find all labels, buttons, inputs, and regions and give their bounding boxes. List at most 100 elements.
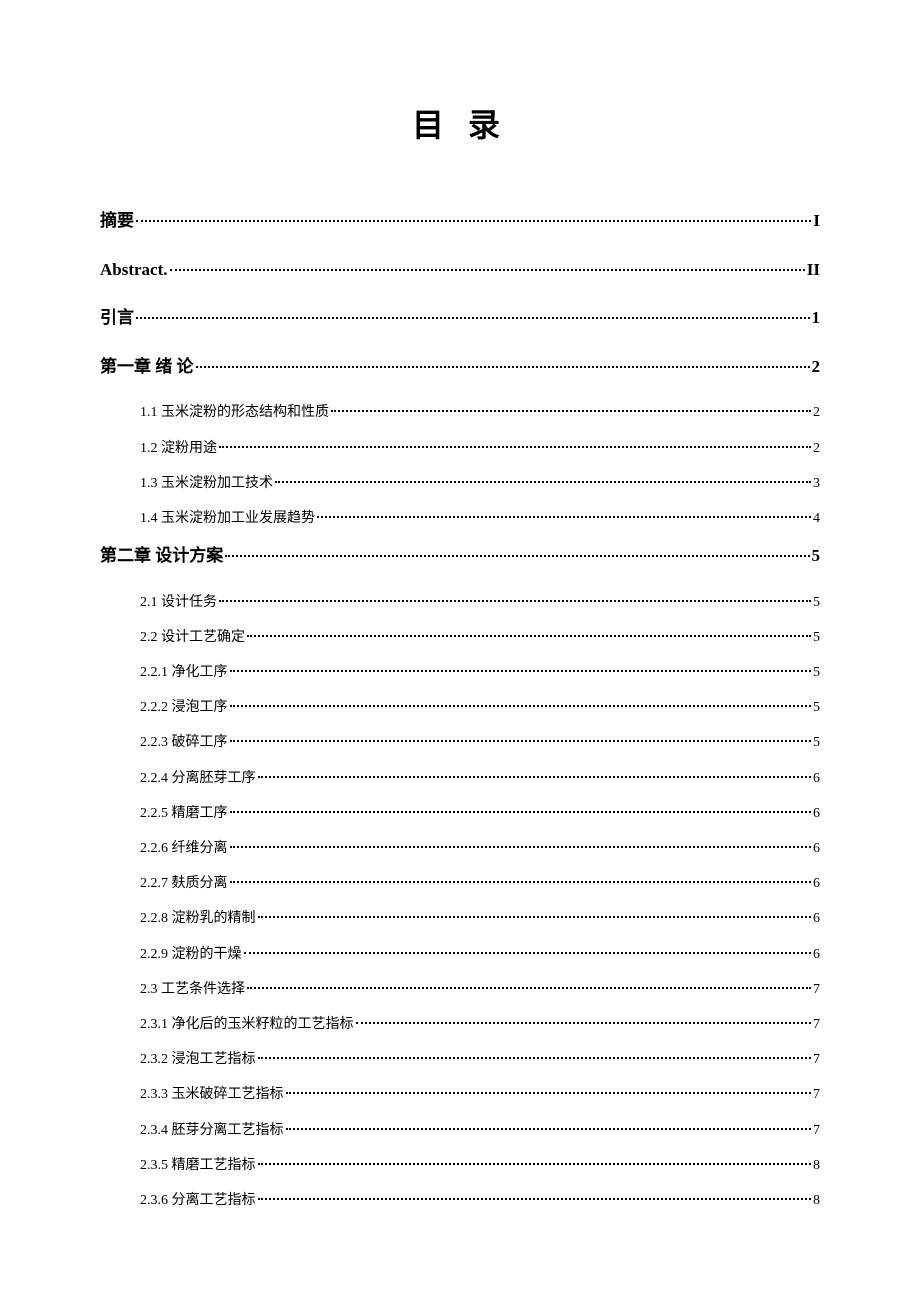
toc-entry-page: 2 [813, 436, 820, 461]
toc-entry-page: 5 [813, 660, 820, 685]
toc-title: 目 录 [100, 100, 820, 146]
toc-entry: 2.2.5 精磨工序6 [100, 801, 820, 826]
toc-entry-label: 2.3.6 分离工艺指标 [140, 1188, 256, 1213]
toc-entry-label: 2.2.2 浸泡工序 [140, 695, 228, 720]
toc-entry-label: Abstract. [100, 255, 168, 286]
toc-entry-page: 4 [813, 506, 820, 531]
toc-entry: 第一章 绪 论 2 [100, 352, 820, 383]
toc-entry-leader [219, 446, 811, 448]
toc-entry-page: 8 [813, 1153, 820, 1178]
toc-entry-page: 6 [813, 906, 820, 931]
toc-entry-page: 5 [813, 695, 820, 720]
toc-entry-leader [196, 366, 810, 368]
toc-entry-label: 2.2.6 纤维分离 [140, 836, 228, 861]
toc-entry-page: 5 [813, 590, 820, 615]
toc-entry-page: II [807, 255, 820, 286]
toc-entry-label: 2.2.8 淀粉乳的精制 [140, 906, 256, 931]
toc-entry-page: 8 [813, 1188, 820, 1213]
toc-entry: 2.3.4 胚芽分离工艺指标 7 [100, 1118, 820, 1143]
toc-entry-leader [317, 516, 811, 518]
toc-entry-page: 1 [812, 303, 821, 334]
toc-entry-leader [230, 705, 812, 707]
toc-entry-leader [275, 481, 811, 483]
toc-entry-leader [219, 600, 811, 602]
toc-entry-label: 2.2.1 净化工序 [140, 660, 228, 685]
toc-entry: 2.2.9 淀粉的干燥 6 [100, 942, 820, 967]
toc-entry-page: 7 [813, 1118, 820, 1143]
toc-entry-page: 6 [813, 836, 820, 861]
toc-entry: 2.2 设计工艺确定5 [100, 625, 820, 650]
toc-entry-page: 6 [813, 766, 820, 791]
toc-entry-leader [286, 1128, 812, 1130]
toc-entry-leader [230, 881, 812, 883]
toc-entry: 2.3 工艺条件选择 7 [100, 977, 820, 1002]
toc-entry-page: 2 [812, 352, 821, 383]
toc-entry-leader [230, 740, 812, 742]
toc-entry-page: 5 [813, 625, 820, 650]
toc-entry: 1.4 玉米淀粉加工业发展趋势 4 [100, 506, 820, 531]
toc-entry-label: 2.3.3 玉米破碎工艺指标 [140, 1082, 284, 1107]
toc-entry-label: 摘要 [100, 206, 134, 237]
toc-entry-leader [170, 269, 805, 271]
toc-entry-leader [286, 1092, 812, 1094]
toc-entry-label: 2.2.4 分离胚芽工序 [140, 766, 256, 791]
toc-entry-label: 1.3 玉米淀粉加工技术 [140, 471, 273, 496]
toc-entry-leader [136, 317, 810, 319]
toc-entry: 2.3.2 浸泡工艺指标7 [100, 1047, 820, 1072]
toc-entry-label: 2.2.3 破碎工序 [140, 730, 228, 755]
toc-entry-label: 1.4 玉米淀粉加工业发展趋势 [140, 506, 315, 531]
toc-entry-page: 7 [813, 1012, 820, 1037]
toc-entry-label: 引言 [100, 303, 134, 334]
toc-entry-leader [244, 952, 812, 954]
toc-entry-leader [258, 1198, 812, 1200]
toc-entry: 2.2.6 纤维分离 6 [100, 836, 820, 861]
toc-entry: 2.2.8 淀粉乳的精制 6 [100, 906, 820, 931]
toc-entry: 2.3.3 玉米破碎工艺指标 7 [100, 1082, 820, 1107]
toc-entry-leader [247, 987, 811, 989]
toc-entry: 第二章 设计方案5 [100, 541, 820, 572]
toc-entry: 2.2.2 浸泡工序 5 [100, 695, 820, 720]
toc-entry-page: 6 [813, 942, 820, 967]
toc-entry-leader [136, 220, 811, 222]
toc-entry-label: 1.2 淀粉用途 [140, 436, 217, 461]
toc-entry-page: I [813, 206, 820, 237]
toc-entry-leader [230, 811, 812, 813]
toc-entry-label: 2.2.7 麸质分离 [140, 871, 228, 896]
toc-entry-page: 7 [813, 1082, 820, 1107]
toc-entry-leader [356, 1022, 812, 1024]
toc-entry: Abstract. II [100, 255, 820, 286]
toc-entry: 2.2.3 破碎工序 5 [100, 730, 820, 755]
toc-entry: 1.2 淀粉用途 2 [100, 436, 820, 461]
toc-entry: 2.2.4 分离胚芽工序 6 [100, 766, 820, 791]
toc-entry: 摘要 I [100, 206, 820, 237]
toc-entry: 2.1 设计任务 5 [100, 590, 820, 615]
toc-entry: 2.2.7 麸质分离 6 [100, 871, 820, 896]
toc-entry-leader [258, 1163, 812, 1165]
toc-entry-leader [258, 916, 812, 918]
toc-entry: 1.1 玉米淀粉的形态结构和性质2 [100, 400, 820, 425]
toc-entry-label: 2.3 工艺条件选择 [140, 977, 245, 1002]
toc-entry-leader [230, 670, 812, 672]
toc-entry: 2.3.6 分离工艺指标 8 [100, 1188, 820, 1213]
toc-entry: 1.3 玉米淀粉加工技术3 [100, 471, 820, 496]
toc-entry: 2.3.1 净化后的玉米籽粒的工艺指标 7 [100, 1012, 820, 1037]
toc-entry-label: 第一章 绪 论 [100, 352, 194, 383]
toc-entry-label: 2.3.4 胚芽分离工艺指标 [140, 1118, 284, 1143]
toc-entry-label: 2.3.1 净化后的玉米籽粒的工艺指标 [140, 1012, 354, 1037]
toc-entry-label: 1.1 玉米淀粉的形态结构和性质 [140, 400, 329, 425]
toc-list: 摘要 I Abstract. II 引言 1 第一章 绪 论 2 1.1 玉米淀粉的形态结构和性… [100, 206, 820, 1213]
toc-entry-page: 7 [813, 977, 820, 1002]
toc-entry-page: 5 [813, 730, 820, 755]
toc-entry-page: 6 [813, 871, 820, 896]
toc-entry-label: 2.3.2 浸泡工艺指标 [140, 1047, 256, 1072]
toc-entry: 引言 1 [100, 303, 820, 334]
toc-entry-leader [230, 846, 812, 848]
toc-entry-page: 5 [812, 541, 821, 572]
toc-entry-label: 2.3.5 精磨工艺指标 [140, 1153, 256, 1178]
toc-entry-label: 2.1 设计任务 [140, 590, 217, 615]
toc-entry-leader [258, 776, 812, 778]
toc-entry: 2.2.1 净化工序 5 [100, 660, 820, 685]
toc-entry-label: 2.2.9 淀粉的干燥 [140, 942, 242, 967]
toc-entry-leader [258, 1057, 812, 1059]
toc-entry-leader [225, 555, 809, 557]
